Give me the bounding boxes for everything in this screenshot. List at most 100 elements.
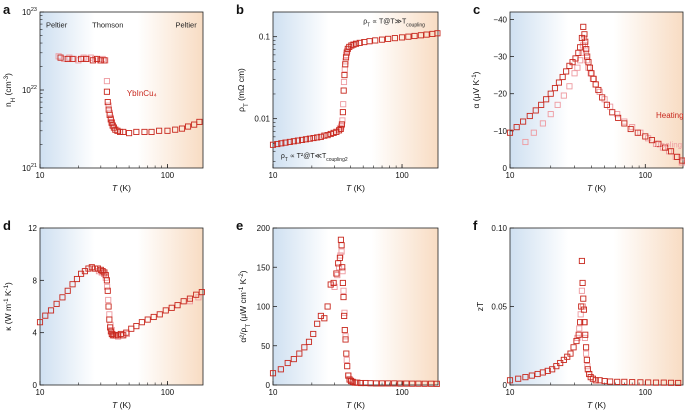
y-tick-label: 0 bbox=[503, 381, 508, 390]
data-point bbox=[105, 296, 112, 304]
data-point bbox=[423, 31, 430, 38]
data-point bbox=[596, 88, 603, 95]
data-point bbox=[385, 380, 392, 387]
x-axis-label: T (K) bbox=[587, 400, 606, 410]
data-point bbox=[339, 268, 346, 275]
series-heating bbox=[506, 23, 685, 164]
data-point bbox=[356, 39, 363, 46]
data-point bbox=[563, 68, 570, 75]
data-point bbox=[615, 114, 622, 121]
data-point bbox=[403, 380, 410, 387]
data-point bbox=[634, 129, 641, 136]
peltier-band-low bbox=[40, 228, 95, 385]
data-point bbox=[398, 34, 406, 41]
data-point bbox=[128, 325, 135, 332]
y-tick-label: 1021 bbox=[22, 163, 37, 173]
data-point bbox=[101, 57, 108, 64]
data-point bbox=[566, 62, 573, 69]
data-point bbox=[324, 132, 331, 139]
data-point bbox=[117, 128, 124, 135]
x-tick-label: 100 bbox=[639, 388, 653, 397]
data-point bbox=[106, 316, 113, 323]
data-point bbox=[607, 103, 614, 110]
data-point bbox=[378, 36, 386, 43]
data-point bbox=[357, 379, 364, 387]
data-point bbox=[411, 32, 418, 40]
data-point bbox=[405, 33, 412, 40]
data-point bbox=[433, 380, 440, 387]
data-point bbox=[580, 306, 587, 313]
data-point bbox=[343, 350, 350, 357]
data-point bbox=[296, 350, 303, 357]
data-point bbox=[286, 138, 293, 145]
data-point bbox=[184, 123, 192, 130]
data-point bbox=[339, 264, 346, 271]
data-point bbox=[59, 294, 66, 301]
data-point bbox=[107, 116, 114, 123]
data-point bbox=[584, 363, 591, 370]
data-point bbox=[378, 380, 386, 387]
data-point bbox=[69, 281, 76, 288]
data-point bbox=[577, 44, 584, 51]
data-point bbox=[103, 78, 110, 85]
data-point bbox=[123, 330, 130, 338]
data-point bbox=[168, 304, 175, 311]
data-point bbox=[434, 30, 441, 37]
region-label: Peltier bbox=[46, 21, 68, 30]
data-point bbox=[349, 378, 356, 385]
data-point bbox=[186, 295, 193, 302]
y-tick-label: 0 bbox=[503, 164, 508, 173]
data-point bbox=[336, 254, 343, 261]
data-point bbox=[126, 130, 133, 137]
data-point bbox=[339, 109, 346, 116]
data-point bbox=[576, 325, 583, 332]
data-point bbox=[522, 374, 529, 381]
data-point bbox=[592, 81, 599, 88]
region-label: Thomson bbox=[92, 21, 123, 30]
data-point bbox=[104, 283, 111, 290]
data-point bbox=[336, 127, 343, 134]
data-point bbox=[47, 307, 55, 314]
data-point bbox=[301, 344, 308, 351]
y-tick-label: −20 bbox=[493, 90, 507, 99]
annotation: Cooling bbox=[655, 141, 682, 150]
data-point bbox=[344, 45, 351, 52]
data-point bbox=[530, 129, 537, 136]
data-point bbox=[580, 23, 587, 30]
panel-e: 10 100 0 50 100 150 200 e T (K) α²/ρT (μW cm-1 K-… bbox=[236, 218, 440, 410]
data-point bbox=[543, 96, 550, 103]
y-axis-label: α (μV K-1) bbox=[471, 71, 482, 108]
annotation: Heating bbox=[656, 111, 684, 120]
data-point bbox=[578, 287, 585, 294]
data-point bbox=[83, 55, 90, 63]
data-point bbox=[144, 316, 151, 323]
data-point bbox=[515, 375, 522, 382]
data-point bbox=[574, 334, 581, 341]
data-point bbox=[595, 86, 602, 94]
data-point bbox=[85, 265, 92, 272]
data-point bbox=[583, 344, 590, 351]
data-point bbox=[338, 121, 345, 128]
data-point bbox=[645, 379, 652, 386]
data-point bbox=[156, 311, 163, 318]
data-point bbox=[104, 287, 111, 294]
panel-label: c bbox=[473, 2, 480, 17]
data-point bbox=[341, 66, 348, 73]
data-point bbox=[69, 55, 76, 63]
data-point bbox=[566, 83, 573, 90]
background-bands bbox=[273, 228, 438, 385]
data-point bbox=[354, 379, 361, 386]
data-point bbox=[302, 136, 309, 143]
data-point bbox=[310, 134, 317, 142]
data-point bbox=[299, 136, 306, 143]
data-point bbox=[314, 134, 321, 141]
y-tick-label: 0.05 bbox=[491, 303, 507, 312]
data-point bbox=[581, 319, 588, 326]
background-bands bbox=[40, 228, 203, 385]
series-heating bbox=[36, 264, 205, 339]
data-point bbox=[282, 139, 289, 146]
data-point bbox=[73, 275, 81, 283]
data-point bbox=[621, 378, 628, 385]
data-point bbox=[581, 334, 588, 341]
data-point bbox=[675, 379, 682, 387]
